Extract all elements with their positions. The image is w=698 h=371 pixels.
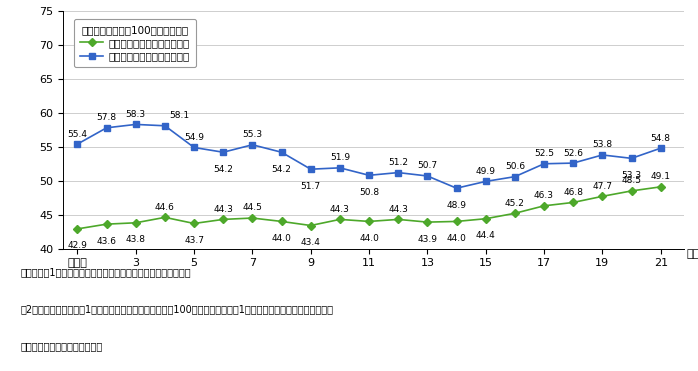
Text: 44.0: 44.0 [272,234,292,243]
Text: 44.3: 44.3 [214,205,233,214]
Text: 44.6: 44.6 [155,203,174,212]
Text: 準を算出したものである。: 準を算出したものである。 [21,341,103,351]
Text: 45.2: 45.2 [505,199,525,208]
Text: 51.2: 51.2 [388,158,408,167]
Text: 44.0: 44.0 [447,234,466,243]
Text: 57.8: 57.8 [96,113,117,122]
Text: 52.5: 52.5 [534,149,554,158]
Text: 50.8: 50.8 [359,188,379,197]
Text: 58.1: 58.1 [169,111,189,120]
Text: 2．男性一般労働者の1時間当たり平均所定内給与額を100として，各区分の1時間当たり平均所定内給与額の水: 2．男性一般労働者の1時間当たり平均所定内給与額を100として，各区分の1時間当… [21,304,334,314]
Text: 54.2: 54.2 [214,165,233,174]
Text: 53.8: 53.8 [593,140,612,150]
Text: （年）: （年） [687,249,698,259]
Text: 43.8: 43.8 [126,235,146,244]
Text: 46.3: 46.3 [534,191,554,200]
Text: 54.2: 54.2 [272,165,292,174]
Text: 42.9: 42.9 [68,242,87,250]
Text: 44.5: 44.5 [242,203,262,213]
Text: 58.3: 58.3 [126,110,146,119]
Text: 44.3: 44.3 [330,205,350,214]
Text: 48.5: 48.5 [621,176,641,186]
Text: 54.9: 54.9 [184,133,204,142]
Text: 55.3: 55.3 [242,130,262,139]
Text: 43.7: 43.7 [184,236,204,245]
Text: 46.8: 46.8 [563,188,584,197]
Text: 49.1: 49.1 [651,172,671,181]
Text: 44.3: 44.3 [388,205,408,214]
Text: （備考）、1．厚生労働省「賃金構造基本統計調査」より作成。: （備考）、1．厚生労働省「賃金構造基本統計調査」より作成。 [21,267,191,277]
Text: 44.0: 44.0 [359,234,379,243]
Text: 50.7: 50.7 [417,161,438,170]
Text: 43.4: 43.4 [301,238,320,247]
Text: 43.9: 43.9 [417,234,438,244]
Text: 43.6: 43.6 [96,237,117,246]
Text: 51.9: 51.9 [330,153,350,162]
Text: 54.8: 54.8 [651,134,671,142]
Text: 55.4: 55.4 [68,129,87,138]
Text: 47.7: 47.7 [593,182,612,191]
Legend: 女性短時間労働者の給与水準, 男性短時間労働者の給与水準: 女性短時間労働者の給与水準, 男性短時間労働者の給与水準 [74,19,196,68]
Text: 44.4: 44.4 [476,231,496,240]
Text: 50.6: 50.6 [505,162,525,171]
Text: 51.7: 51.7 [301,182,321,191]
Text: 52.6: 52.6 [563,148,584,158]
Text: 49.9: 49.9 [476,167,496,176]
Text: 48.9: 48.9 [447,201,466,210]
Text: 53.3: 53.3 [621,171,641,180]
